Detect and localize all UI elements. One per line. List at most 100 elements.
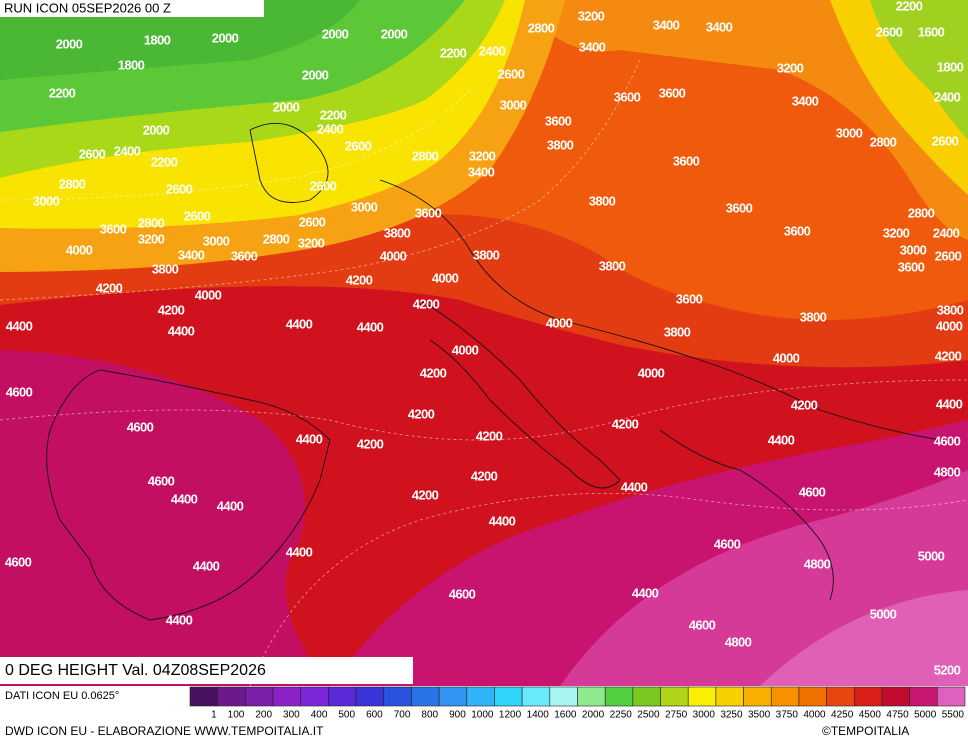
contour-label: 4000 (936, 318, 963, 333)
contour-label: 3200 (138, 231, 165, 246)
legend-label: 4750 (886, 710, 909, 721)
contour-label: 3800 (800, 309, 827, 324)
contour-label: 1600 (918, 24, 945, 39)
contour-label: 4600 (148, 473, 175, 488)
legend-swatch (632, 686, 661, 707)
contour-label: 2400 (934, 89, 961, 104)
contour-label: 1800 (144, 32, 171, 47)
contour-label: 4400 (296, 431, 323, 446)
contour-label: 2200 (440, 45, 467, 60)
contour-label: 4000 (195, 287, 222, 302)
contour-label: 1800 (937, 59, 964, 74)
legend-label: 400 (311, 710, 328, 721)
legend-label: 2250 (610, 710, 633, 721)
footer-credit: DWD ICON EU - ELABORAZIONE WWW.TEMPOITAL… (5, 724, 324, 738)
legend-swatch (770, 686, 800, 707)
contour-label: 3000 (33, 193, 60, 208)
contour-label: 3600 (726, 200, 753, 215)
contour-label: 3000 (836, 125, 863, 140)
legend-label: 500 (338, 710, 355, 721)
legend-label: 4000 (803, 710, 826, 721)
legend-label: 1 (211, 710, 217, 721)
contour-label: 3600 (659, 85, 686, 100)
contour-label: 4200 (412, 487, 439, 502)
legend-label: 1400 (527, 710, 550, 721)
contour-label: 2000 (273, 99, 300, 114)
contour-label: 2600 (498, 66, 525, 81)
legend-swatch (549, 686, 578, 707)
contour-label: 4600 (449, 586, 476, 601)
contour-label: 4600 (6, 384, 33, 399)
legend-label: 1200 (499, 710, 522, 721)
contour-label: 3800 (547, 137, 574, 152)
contour-label: 2000 (56, 36, 83, 51)
contour-label: 3000 (351, 199, 378, 214)
contour-label: 3600 (898, 259, 925, 274)
legend-swatch (798, 686, 827, 707)
contour-label: 4400 (357, 319, 384, 334)
contour-label: 3200 (469, 148, 496, 163)
contour-label: 3600 (545, 113, 572, 128)
contour-label: 2800 (870, 134, 897, 149)
field-4600 (0, 350, 330, 686)
contour-label: 5200 (934, 662, 961, 677)
contour-label: 4200 (935, 348, 962, 363)
contour-label: 2800 (59, 176, 86, 191)
contour-label: 4400 (286, 316, 313, 331)
contour-label: 4400 (632, 585, 659, 600)
contour-label: 4400 (621, 479, 648, 494)
contour-line (0, 379, 968, 441)
legend-swatch (438, 686, 468, 707)
contour-label: 4200 (420, 365, 447, 380)
legend-label: 5500 (942, 710, 965, 721)
contour-label: 4600 (799, 484, 826, 499)
contour-label: 3200 (777, 60, 804, 75)
legend-swatch (909, 686, 938, 707)
contour-label: 4000 (66, 242, 93, 257)
contour-label: 3400 (706, 19, 733, 34)
title-box (0, 657, 413, 684)
contour-label: 3600 (100, 221, 127, 236)
field-3200 (520, 0, 968, 240)
contour-label: 4400 (217, 498, 244, 513)
contour-label: 3600 (784, 223, 811, 238)
contour-label: 4400 (171, 491, 198, 506)
contour-label: 3000 (900, 242, 927, 257)
contour-label: 2600 (932, 133, 959, 148)
contour-label: 3800 (599, 258, 626, 273)
contour-label: 2400 (933, 225, 960, 240)
legend-label: 2750 (665, 710, 688, 721)
legend-swatch (272, 686, 302, 707)
contour-label: 2600 (184, 208, 211, 223)
contour-label: 5000 (918, 548, 945, 563)
contour-label: 4600 (5, 554, 32, 569)
contour-label: 2800 (138, 215, 165, 230)
contour-label: 2200 (320, 107, 347, 122)
contour-label: 4000 (773, 350, 800, 365)
legend-swatch (383, 686, 412, 707)
contour-label: 3800 (384, 225, 411, 240)
contour-label: 3600 (676, 291, 703, 306)
run-box (0, 0, 264, 17)
contour-label: 2600 (345, 138, 372, 153)
contour-label: 2200 (49, 85, 76, 100)
contour-label: 4200 (471, 468, 498, 483)
legend-swatch (245, 686, 274, 707)
contour-line (249, 492, 968, 686)
contour-label: 4000 (380, 248, 407, 263)
legend-source: DATI ICON EU 0.0625° (5, 690, 119, 702)
legend-label: 3750 (776, 710, 799, 721)
contour-label: 4200 (408, 406, 435, 421)
contour-label: 3200 (883, 225, 910, 240)
contour-label: 2000 (302, 67, 329, 82)
contour-label: 3800 (937, 302, 964, 317)
legend-swatch (189, 686, 218, 707)
contour-label: 4600 (934, 433, 961, 448)
contour-label: 2400 (317, 121, 344, 136)
contour-label: 4400 (936, 396, 963, 411)
contour-label: 2200 (151, 154, 178, 169)
contour-label: 4200 (96, 280, 123, 295)
legend-label: 1000 (471, 710, 494, 721)
